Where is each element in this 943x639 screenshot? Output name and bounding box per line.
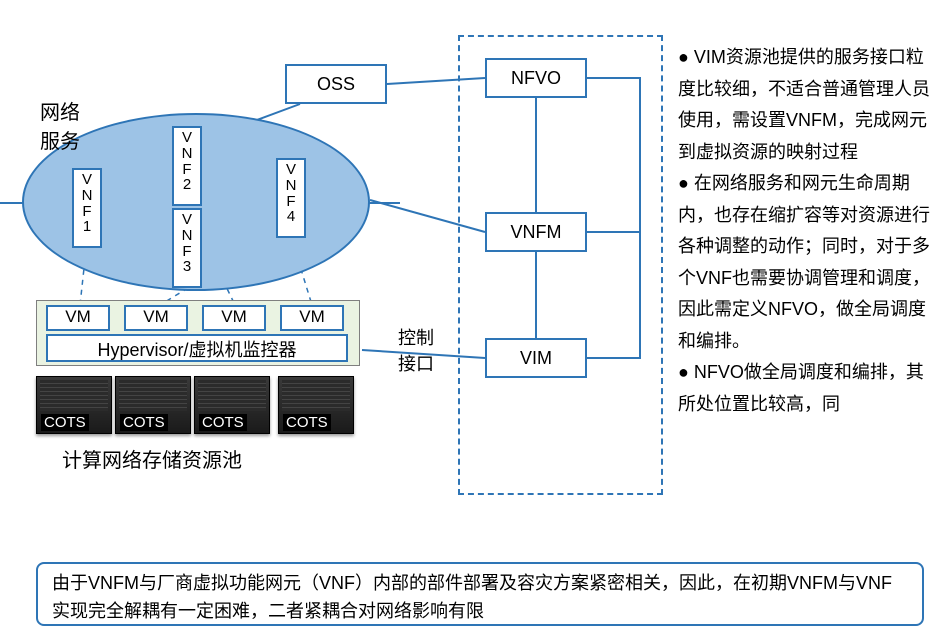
vnf-3-node: VNF3 [172,208,202,288]
cots-server-0: COTS [36,376,112,434]
cots-server-1: COTS [115,376,191,434]
control-interface-label: 控制 接口 [398,324,434,376]
vnf-2-node: VNF2 [172,126,202,206]
vnfm-node: VNFM [485,212,587,252]
diagram-canvas: 网络 服务 VNF1 VNF2 VNF3 VNF4 OSS NFVO VNFM … [0,0,943,639]
vm-cell-2: VM [202,305,266,331]
cots-label: COTS [199,414,247,431]
hypervisor-box: Hypervisor/虚拟机监控器 [46,334,348,362]
nfvo-node: NFVO [485,58,587,98]
network-service-label: 网络 服务 [40,96,80,154]
vm-cell-1: VM [124,305,188,331]
vim-node: VIM [485,338,587,378]
vnf-1-node: VNF1 [72,168,102,248]
bullet-2: 在网络服务和网元生命周期内，也存在缩扩容等对资源进行各种调整的动作；同时，对于多… [678,168,940,357]
bottom-note-box: 由于VNFM与厂商虚拟功能网元（VNF）内部的部件部署及容灾方案紧密相关，因此，… [36,562,924,626]
cots-label: COTS [120,414,168,431]
cots-label: COTS [41,414,89,431]
cots-label: COTS [283,414,331,431]
mano-container [458,35,663,495]
side-bullet-text: VIM资源池提供的服务接口粒度比较细，不适合普通管理人员使用，需设置VNFM，完… [678,42,940,542]
bullet-1: VIM资源池提供的服务接口粒度比较细，不适合普通管理人员使用，需设置VNFM，完… [678,42,940,168]
cots-server-2: COTS [194,376,270,434]
resource-pool-label: 计算网络存储资源池 [62,444,242,473]
oss-node: OSS [285,64,387,104]
cots-server-3: COTS [278,376,354,434]
vnf-4-node: VNF4 [276,158,306,238]
vm-cell-3: VM [280,305,344,331]
bullet-3: NFVO做全局调度和编排，其所处位置比较高，同 [678,357,940,420]
vm-cell-0: VM [46,305,110,331]
